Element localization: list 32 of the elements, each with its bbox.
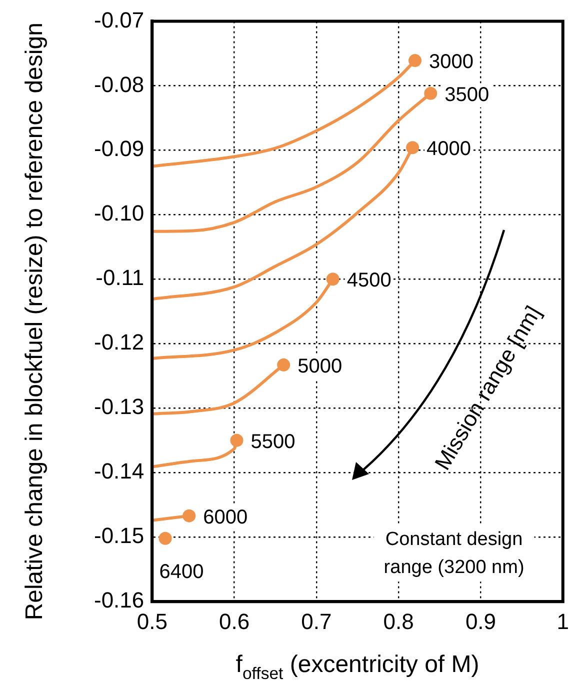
y-tick-label: -0.10 <box>94 200 144 226</box>
y-tick-label: -0.11 <box>96 265 144 290</box>
point <box>326 272 340 286</box>
x-tick-label: 0.9 <box>465 608 496 634</box>
y-tick-label: -0.15 <box>94 523 144 548</box>
y-tick-label: -0.08 <box>94 72 144 97</box>
x-tick-label: 0.8 <box>383 608 414 634</box>
x-tick-label: 0.7 <box>301 608 332 634</box>
y-tick-label: -0.13 <box>94 394 144 420</box>
y-tick-label: -0.14 <box>94 458 144 484</box>
annotation: Constant design range (3200 nm) <box>384 528 524 578</box>
point <box>424 86 438 100</box>
y-tick-label: -0.07 <box>94 7 144 32</box>
point <box>182 509 196 522</box>
point <box>230 434 244 447</box>
point <box>406 141 420 154</box>
series-label: 5000 <box>298 355 342 378</box>
series-label: 6400 <box>159 560 204 583</box>
x-tick-label: 1 <box>556 608 570 634</box>
point <box>277 358 290 372</box>
x-tick-label: 0.6 <box>218 608 250 634</box>
series-label: 4500 <box>346 270 392 292</box>
series-label: 3500 <box>444 84 490 106</box>
series-label: 5500 <box>250 430 296 453</box>
point <box>158 532 172 545</box>
y-tick-label: -0.12 <box>94 330 144 355</box>
series-label: 4000 <box>426 138 472 160</box>
y-axis-title: Relative change in blockfuel (resize) to reference design <box>21 22 48 620</box>
y-tick-label: -0.09 <box>94 136 144 162</box>
series-label: 6000 <box>203 506 248 528</box>
point <box>408 54 422 68</box>
series-label: 3000 <box>429 51 474 74</box>
